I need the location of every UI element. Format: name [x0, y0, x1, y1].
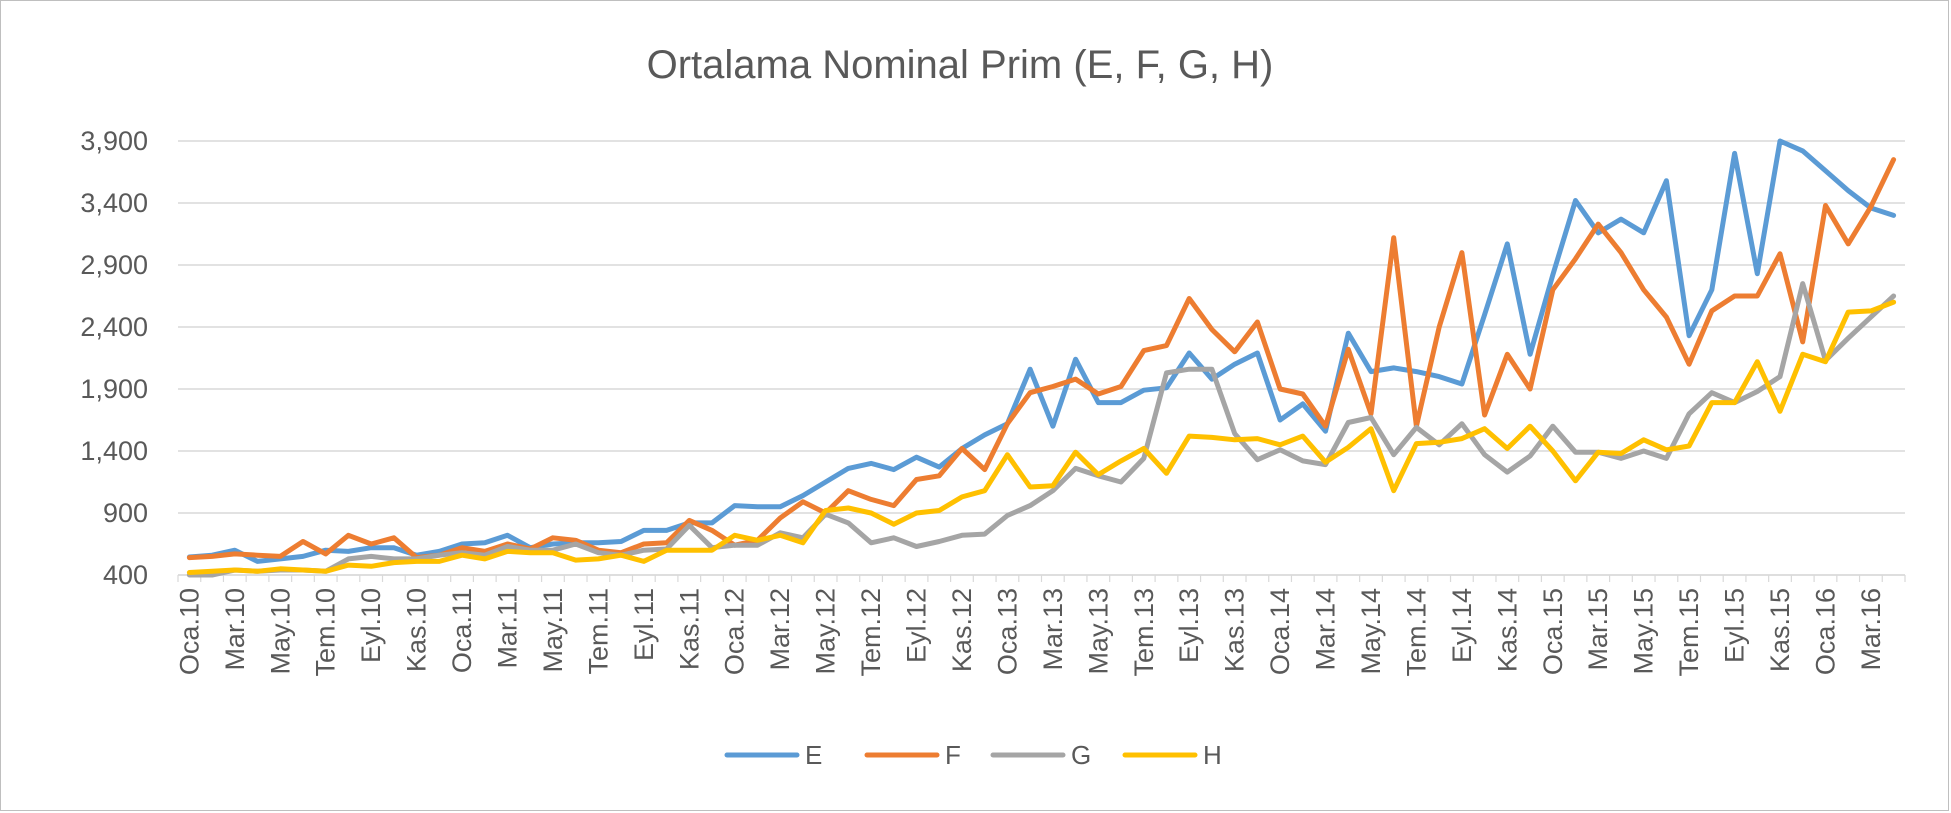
y-axis: 400 900 1,400 1,900 2,400 2,900 3,400 3,900 — [80, 126, 148, 590]
y-tick-label: 2,900 — [80, 250, 148, 280]
x-tick-label: Mar.11 — [492, 588, 522, 669]
x-tick-label: Kas.10 — [402, 588, 432, 672]
legend-item-g: G — [990, 740, 1091, 770]
chart-title: Ortalama Nominal Prim (E, F, G, H) — [647, 43, 1274, 87]
x-tick-label: Oca.16 — [1810, 588, 1840, 675]
x-tick-label: Mar.13 — [1038, 588, 1068, 671]
series-line-e — [186, 138, 1897, 564]
series-lines — [186, 138, 1897, 578]
x-tick-label: Eyl.10 — [356, 588, 386, 663]
x-tick-label: Kas.15 — [1765, 588, 1795, 672]
x-axis: Oca.10 Mar.10 May.10 Tem.10 Eyl.10 Kas.10 Oca.… — [174, 574, 1906, 677]
x-tick-label: Oca.15 — [1538, 588, 1568, 675]
x-tick-label: Tem.14 — [1401, 588, 1431, 677]
series-line-f — [186, 157, 1897, 561]
legend-label: F — [945, 740, 961, 770]
x-tick-label: Oca.14 — [1265, 588, 1295, 675]
legend-item-e: E — [724, 740, 822, 770]
y-tick-label: 900 — [103, 498, 148, 528]
legend-item-f: F — [864, 740, 961, 770]
legend: E F G H — [724, 740, 1222, 770]
x-tick-label: Eyl.15 — [1720, 588, 1750, 663]
legend-label: G — [1071, 740, 1091, 770]
x-tick-label: Eyl.13 — [1174, 588, 1204, 663]
x-tick-label: Tem.13 — [1129, 588, 1159, 677]
y-tick-label: 400 — [103, 560, 148, 590]
x-tick-label: May.14 — [1356, 588, 1386, 675]
x-tick-label: Oca.13 — [992, 588, 1022, 675]
x-tick-label: Tem.10 — [311, 588, 341, 677]
x-tick-label: May.11 — [538, 588, 568, 673]
x-tick-label: Kas.11 — [674, 588, 704, 670]
series-line-h — [186, 299, 1897, 575]
x-tick-label: Oca.10 — [174, 588, 204, 675]
x-tick-label: May.15 — [1629, 588, 1659, 675]
x-tick-label: Eyl.12 — [902, 588, 932, 663]
legend-item-h: H — [1122, 740, 1222, 770]
x-tick-label: Kas.13 — [1220, 588, 1250, 672]
x-tick-label: Mar.16 — [1856, 588, 1886, 671]
x-tick-label: Oca.11 — [447, 588, 477, 673]
x-tick-label: Eyl.11 — [629, 588, 659, 661]
x-tick-label: Tem.11 — [583, 588, 613, 675]
x-tick-label: Mar.15 — [1583, 588, 1613, 671]
y-tick-label: 1,400 — [80, 436, 148, 466]
x-tick-label: May.12 — [811, 588, 841, 675]
y-tick-label: 3,400 — [80, 188, 148, 218]
x-tick-label: May.10 — [265, 588, 295, 675]
x-tick-label: Tem.15 — [1674, 588, 1704, 677]
y-tick-label: 3,900 — [80, 126, 148, 156]
x-tick-label: Mar.10 — [220, 588, 250, 671]
y-tick-label: 2,400 — [80, 312, 148, 342]
x-tick-label: Tem.12 — [856, 588, 886, 677]
x-tick-label: Mar.12 — [765, 588, 795, 671]
x-tick-label: Kas.14 — [1492, 588, 1522, 672]
x-tick-label: Mar.14 — [1311, 588, 1341, 671]
x-tick-label: May.13 — [1083, 588, 1113, 675]
x-tick-label: Kas.12 — [947, 588, 977, 672]
x-tick-label: Eyl.14 — [1447, 588, 1477, 663]
legend-label: E — [805, 740, 822, 770]
y-tick-label: 1,900 — [80, 374, 148, 404]
gridlines — [178, 140, 1905, 576]
legend-label: H — [1203, 740, 1222, 770]
x-tick-label: Oca.12 — [720, 588, 750, 675]
